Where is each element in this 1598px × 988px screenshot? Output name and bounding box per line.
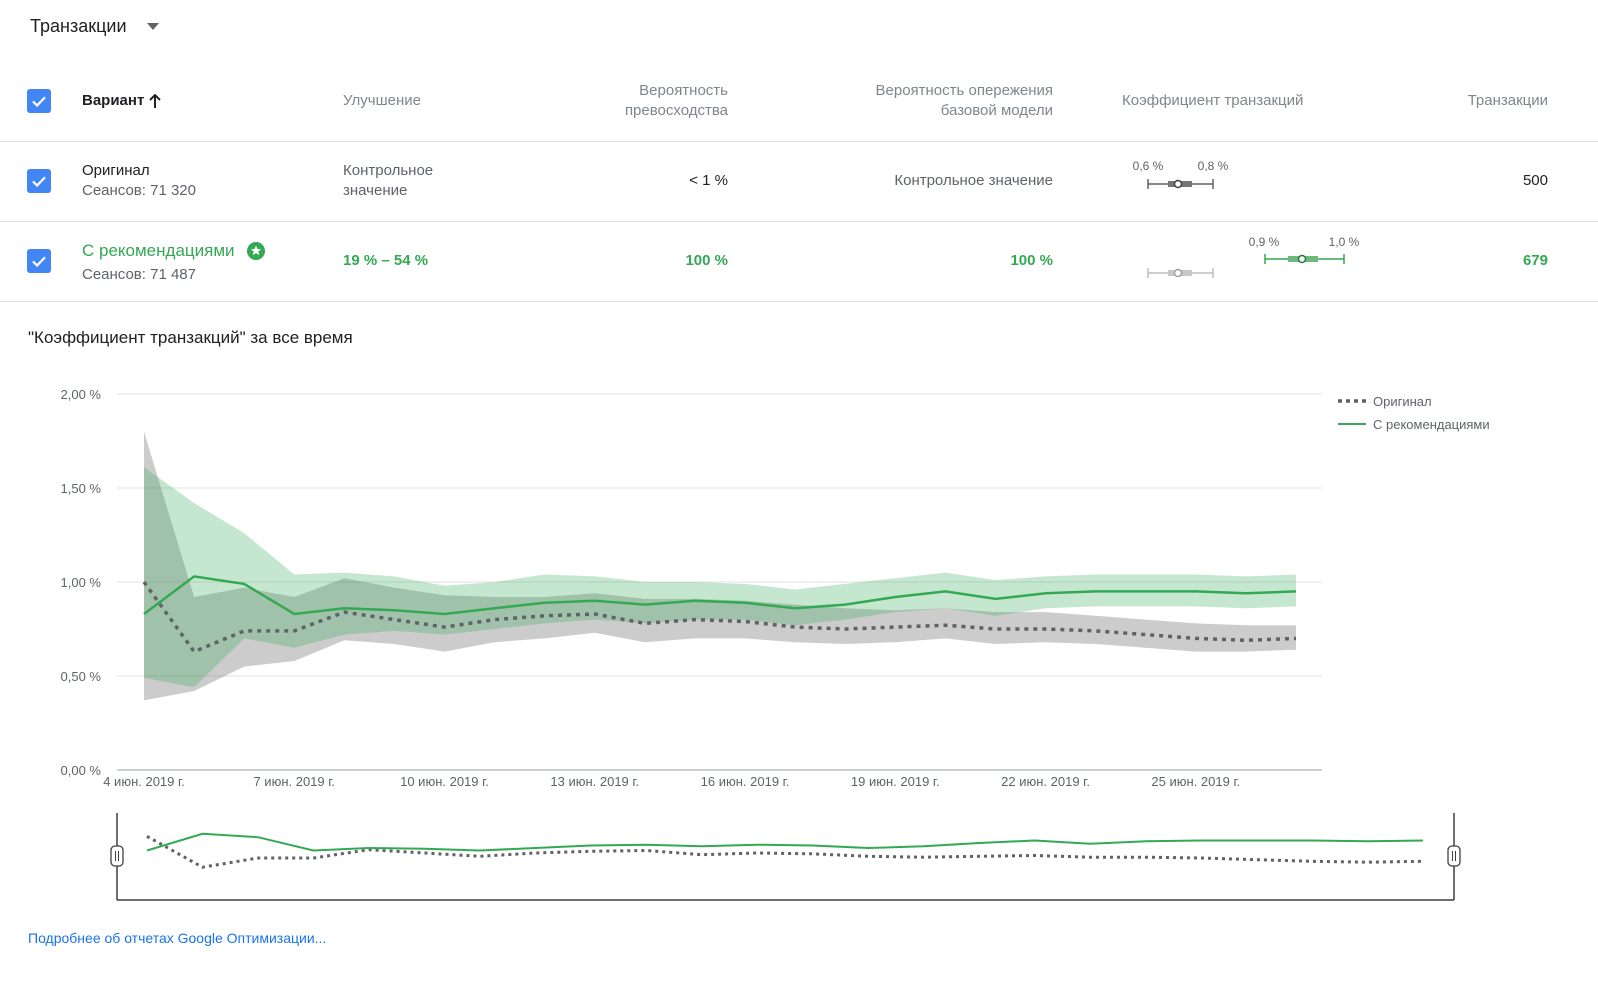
- legend-label: С рекомендациями: [1373, 417, 1490, 432]
- ci-low-label-recommendations: 0,9 %: [1249, 235, 1280, 249]
- leader-star-icon: [246, 242, 265, 260]
- x-tick-label: 19 июн. 2019 г.: [851, 774, 940, 789]
- arrow-up-icon: [149, 93, 162, 108]
- row-checkbox-original[interactable]: [27, 169, 51, 193]
- checkmark-icon: [32, 176, 46, 188]
- column-header-prob-best-line1: Вероятность: [639, 82, 728, 99]
- learn-more-link[interactable]: Подробнее об отчетах Google Оптимизации.…: [28, 930, 327, 946]
- row-checkbox-recommendations[interactable]: [27, 249, 51, 273]
- column-header-conversion-rate[interactable]: Коэффициент транзакций: [1122, 92, 1304, 109]
- row-divider: [0, 301, 1598, 302]
- ci-plot-original: 0,6 % 0,8 %: [1133, 159, 1229, 189]
- navigator-left-handle[interactable]: [110, 845, 124, 867]
- chart-section-title: "Коэффициент транзакций" за все время: [28, 328, 353, 347]
- prob-beat-recommendations: 100 %: [1010, 252, 1053, 269]
- prob-best-original: < 1 %: [689, 172, 728, 189]
- confidence-band-recommendations: [144, 467, 1296, 688]
- x-tick-label: 22 июн. 2019 г.: [1001, 774, 1090, 789]
- ci-plot-recommendations: 0,9 % 1,0 %: [1147, 235, 1360, 278]
- variant-name: Оригинал: [82, 162, 150, 179]
- improvement-recommendations: 19 % – 54 %: [343, 252, 429, 269]
- x-tick-label: 7 июн. 2019 г.: [253, 774, 335, 789]
- confidence-band-original: [144, 431, 1296, 701]
- metric-dropdown[interactable]: Транзакции: [30, 16, 159, 37]
- improvement-line2: значение: [343, 182, 408, 199]
- y-tick-label: 1,00 %: [61, 575, 102, 590]
- ci-whisker-recommendations: [1264, 254, 1345, 264]
- column-header-transactions[interactable]: Транзакции: [1467, 92, 1548, 109]
- conversion-rate-chart[interactable]: 2,00 % 1,50 % 1,00 % 0,50 % 0,00 %4 июн. 201…: [0, 370, 1598, 800]
- ci-low-label-original: 0,6 %: [1133, 159, 1164, 173]
- ci-whisker-original: [1147, 179, 1214, 189]
- improvement-original: Контрольное значение: [343, 161, 433, 201]
- x-tick-label: 10 июн. 2019 г.: [400, 774, 489, 789]
- improvement-line1: Контрольное: [343, 162, 434, 179]
- transactions-original: 500: [1522, 172, 1548, 189]
- legend-label: Оригинал: [1373, 394, 1432, 409]
- navigator-right-handle[interactable]: [1447, 845, 1461, 867]
- x-tick-label: 13 июн. 2019 г.: [550, 774, 639, 789]
- prob-best-recommendations: 100 %: [685, 252, 728, 269]
- variant-sessions: Сеансов: 71 320: [82, 182, 196, 199]
- ci-whisker-baseline-ghost: [1147, 268, 1214, 278]
- y-tick-label: 0,00 %: [61, 763, 102, 778]
- variant-original: Оригинал Сеансов: 71 320: [82, 161, 196, 201]
- column-header-improvement[interactable]: Улучшение: [343, 92, 421, 109]
- checkmark-icon: [32, 96, 46, 108]
- caret-down-icon: [146, 23, 159, 30]
- x-tick-label: 25 июн. 2019 г.: [1151, 774, 1240, 789]
- navigator-line-recommendations: [146, 832, 1424, 852]
- x-tick-label: 16 июн. 2019 г.: [701, 774, 790, 789]
- range-navigator[interactable]: [0, 808, 1598, 908]
- column-header-variant-label: Вариант: [82, 92, 145, 109]
- column-header-prob-best-line2: превосходства: [624, 102, 728, 119]
- ci-high-label-original: 0,8 %: [1198, 159, 1229, 173]
- y-tick-label: 2,00 %: [61, 387, 102, 402]
- variant-name: С рекомендациями: [82, 241, 235, 260]
- series-line-original: [142, 580, 1297, 654]
- variant-sessions: Сеансов: 71 487: [82, 266, 196, 283]
- column-header-prob-beat-line1: Вероятность опережения: [875, 82, 1054, 99]
- prob-beat-original: Контрольное значение: [894, 172, 1053, 189]
- x-tick-label: 4 июн. 2019 г.: [103, 774, 185, 789]
- y-tick-label: 1,50 %: [61, 481, 102, 496]
- ci-high-label-recommendations: 1,0 %: [1329, 235, 1360, 249]
- column-header-prob-beat-baseline[interactable]: Вероятность опережения базовой модели: [820, 81, 1054, 121]
- chart-legend: Оригинал С рекомендациями: [1338, 394, 1490, 432]
- column-header-prob-best[interactable]: Вероятность превосходства: [560, 81, 728, 121]
- select-all-checkbox[interactable]: [27, 89, 51, 113]
- series-line-recommendations: [143, 575, 1297, 616]
- row-divider: [0, 221, 1598, 222]
- y-tick-label: 0,50 %: [61, 669, 102, 684]
- metric-dropdown-label: Транзакции: [30, 16, 127, 36]
- checkmark-icon: [32, 256, 46, 268]
- row-divider: [0, 141, 1598, 142]
- variant-recommendations: С рекомендациями Сеансов: 71 487: [82, 241, 265, 285]
- column-header-variant[interactable]: Вариант: [82, 91, 162, 111]
- navigator-line-original: [146, 834, 1424, 869]
- transactions-recommendations: 679: [1522, 252, 1548, 269]
- column-header-prob-beat-line2: базовой модели: [940, 102, 1053, 119]
